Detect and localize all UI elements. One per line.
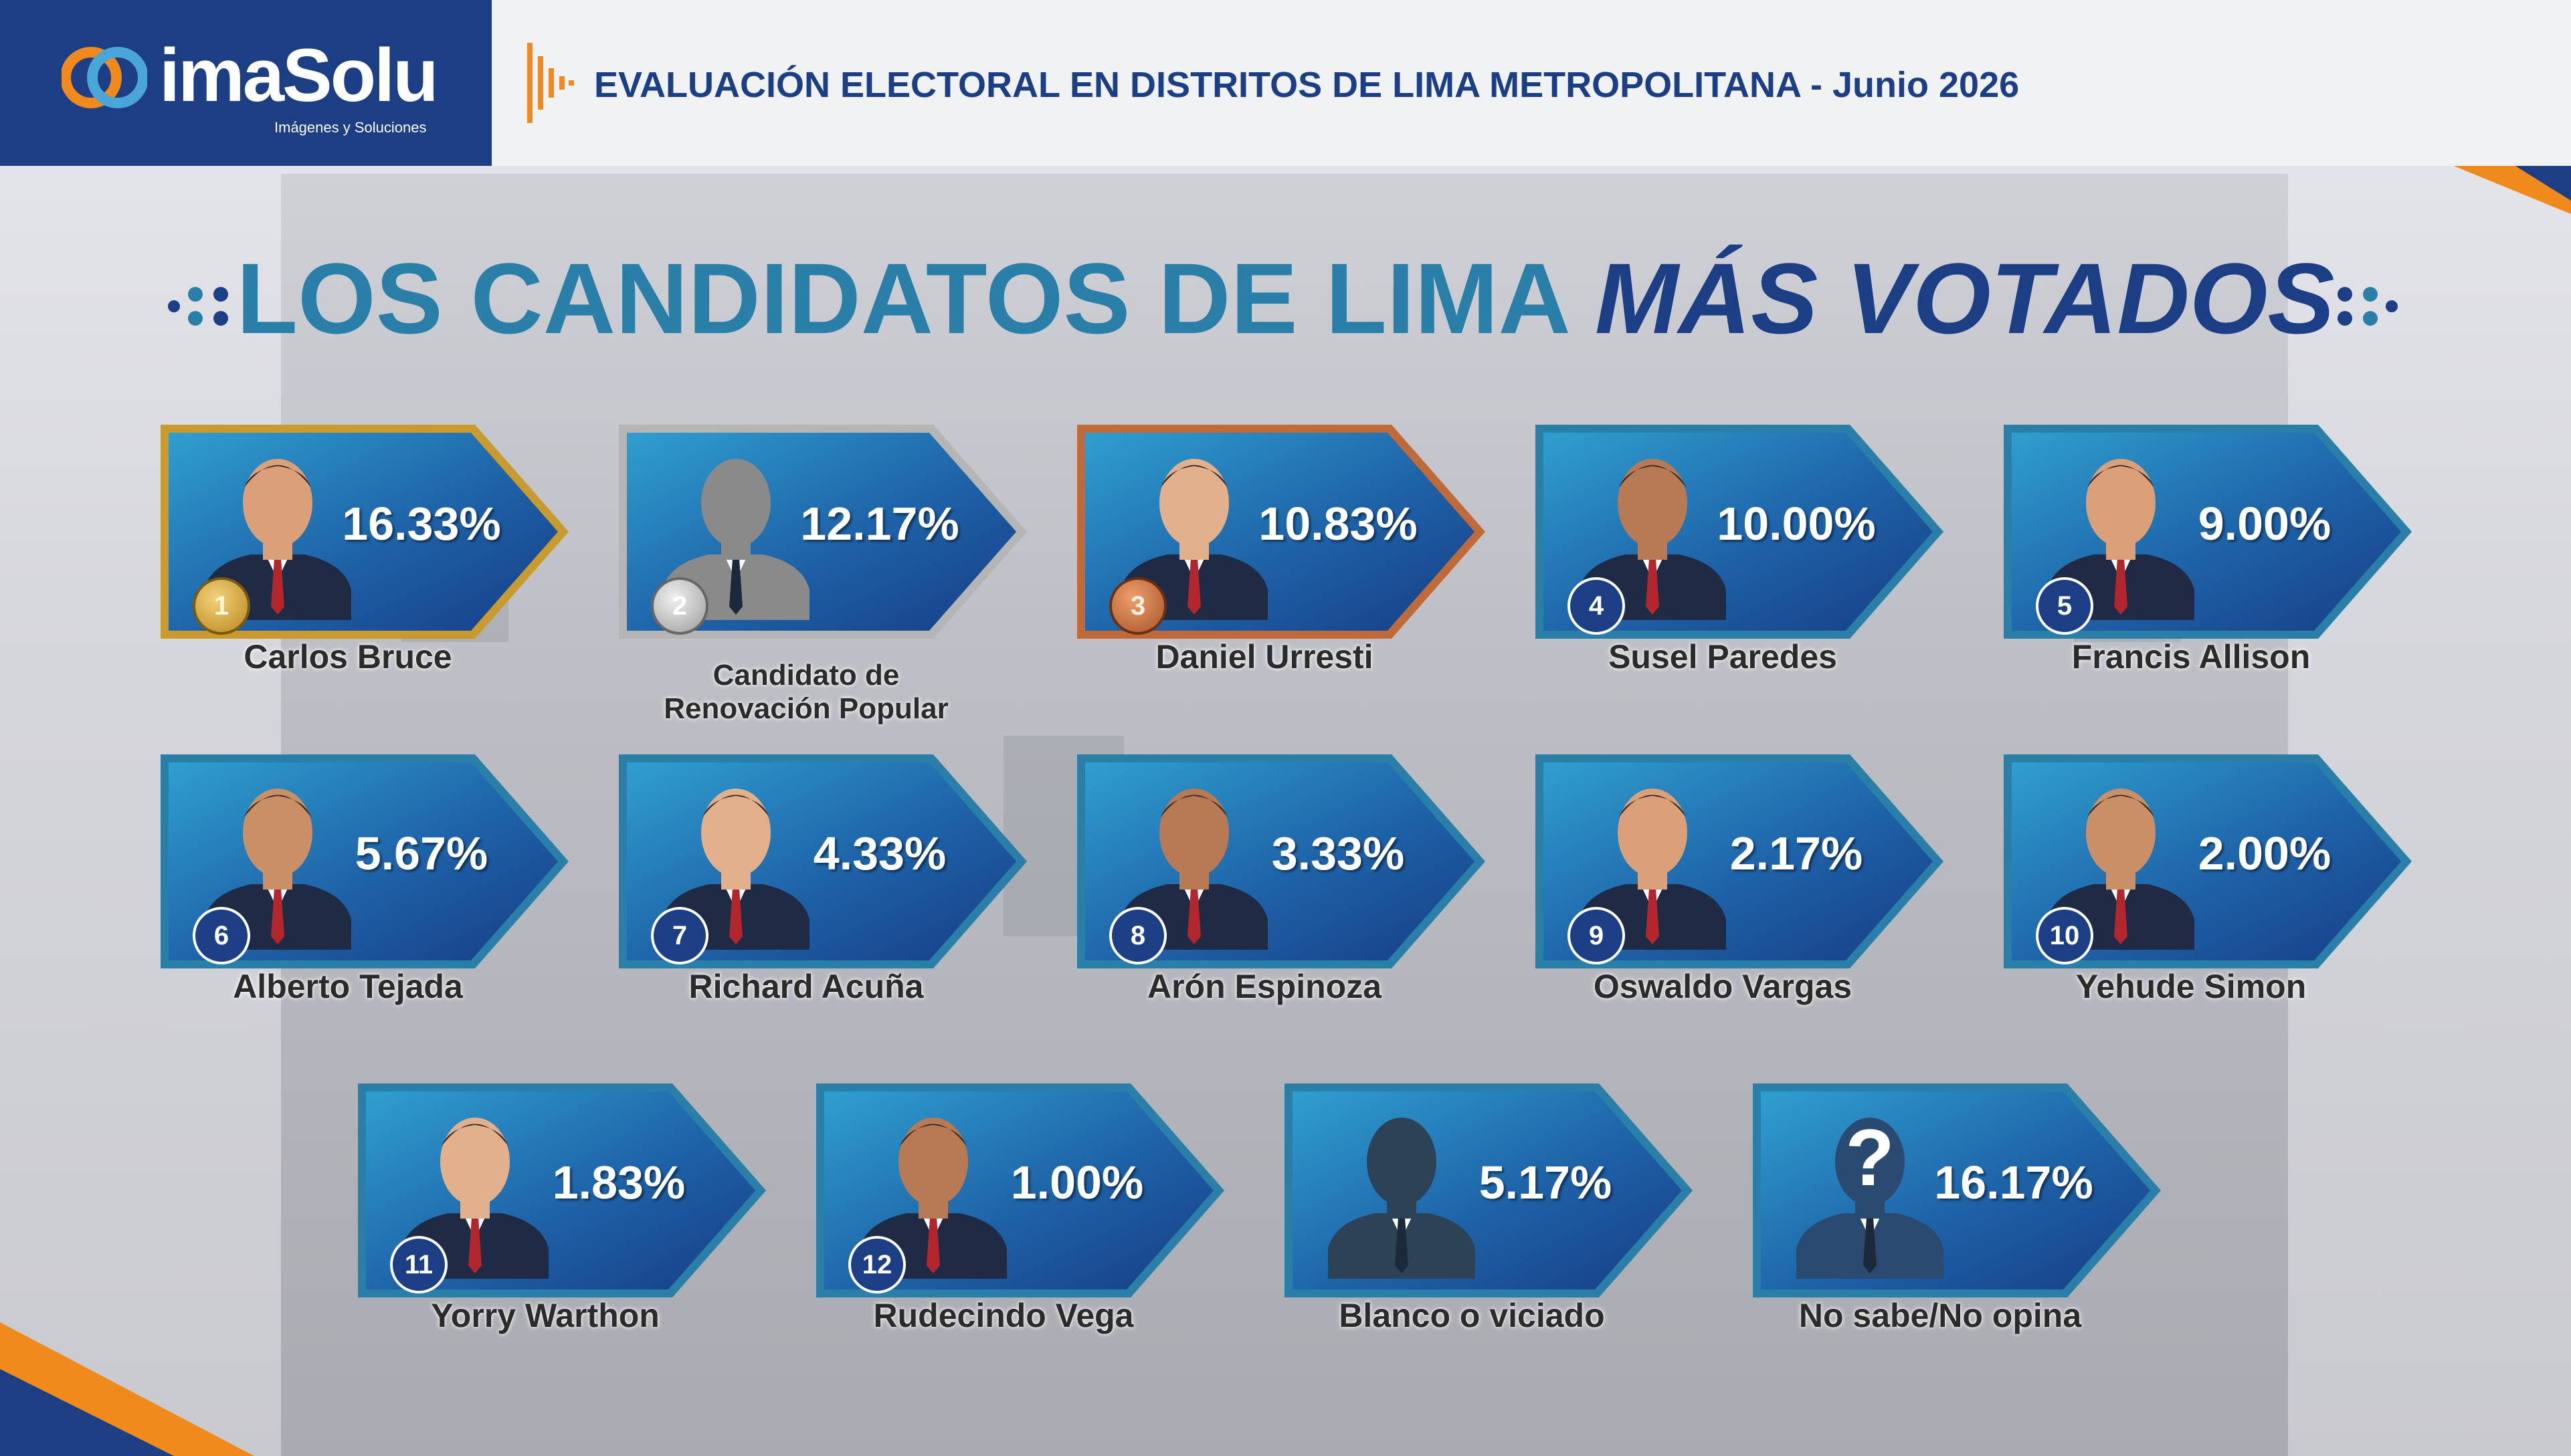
rank-badge: 9 <box>1567 907 1625 964</box>
audio-bars-icon <box>527 43 574 123</box>
percentage-label: 2.17% <box>1729 827 1863 879</box>
candidate-card: 16.33% 1 Carlos Bruce <box>161 425 569 692</box>
orange-corner-decoration <box>0 1322 254 1456</box>
percentage-label: 4.33% <box>813 827 947 879</box>
percentage-label: 12.17% <box>800 498 959 550</box>
percentage-label: 5.17% <box>1479 1156 1612 1209</box>
brand-tagline: Imágenes y Soluciones <box>274 119 427 136</box>
candidate-card: 5.67% 6 Alberto Tejada <box>161 754 569 1022</box>
percentage-label: 10.83% <box>1258 498 1418 550</box>
candidate-card: 4.33% 7 Richard Acuña <box>619 754 1027 1022</box>
candidate-name: Alberto Tejada <box>233 968 463 1005</box>
candidate-name: Yehude Simon <box>2075 968 2307 1005</box>
candidate-card: 12.17% 2 Candidato de Renovación Popular <box>619 425 1027 725</box>
percentage-label: 16.33% <box>342 498 501 550</box>
logo-icon <box>62 47 147 108</box>
person-silhouette-icon <box>1328 1118 1475 1279</box>
medal-icon: 3 <box>1109 577 1167 635</box>
candidate-photo <box>204 459 351 620</box>
percentage-label: 3.33% <box>1271 827 1405 879</box>
rank-badge: 6 <box>193 907 250 964</box>
logo-panel: imaSolu Imágenes y Soluciones <box>0 0 492 166</box>
percentage-label: 1.00% <box>1010 1156 1144 1209</box>
percentage-label: 5.67% <box>355 827 488 879</box>
candidate-name: Daniel Urresti <box>1155 638 1373 675</box>
candidate-name: Blanco o viciado <box>1339 1297 1605 1334</box>
candidate-name: Candidato de Renovación Popular <box>664 659 949 725</box>
main-title-part-b: MÁS VOTADOS <box>1594 242 2335 354</box>
candidate-card: 2.00% 10 Yehude Simon <box>2004 754 2412 1022</box>
header-bar: imaSolu Imágenes y Soluciones EVALUACIÓN… <box>0 0 2571 166</box>
dots-left-decoration <box>168 287 228 326</box>
medal-icon: 1 <box>193 577 250 635</box>
candidate-card: ? 16.17% No sabe/No opina <box>1753 1083 2161 1351</box>
candidate-name: Oswaldo Vargas <box>1593 968 1852 1005</box>
rank-badge: 11 <box>390 1236 448 1293</box>
candidate-card: 3.33% 8 Arón Espinoza <box>1077 754 1485 1022</box>
percentage-label: 1.83% <box>552 1156 686 1209</box>
candidate-card: 10.00% 4 Susel Paredes <box>1535 425 1943 692</box>
rank-badge: 7 <box>651 907 708 964</box>
brand-name: imaSolu <box>159 33 439 117</box>
medal-icon: 2 <box>651 577 708 635</box>
percentage-label: 10.00% <box>1717 498 1876 550</box>
candidate-card: 9.00% 5 Francis Allison <box>2004 425 2412 692</box>
candidate-card: 1.83% 11 Yorry Warthon <box>358 1083 766 1351</box>
percentage-label: 9.00% <box>2198 498 2331 550</box>
main-title: LOS CANDIDATOS DE LIMA MÁS VOTADOS <box>0 241 2571 356</box>
candidate-name: Arón Espinoza <box>1147 968 1382 1005</box>
candidate-name: No sabe/No opina <box>1798 1297 2082 1334</box>
candidate-name: Yorry Warthon <box>431 1297 660 1334</box>
rank-badge: 8 <box>1109 907 1167 964</box>
rank-badge: 10 <box>2036 907 2093 964</box>
rank-badge: 12 <box>848 1236 906 1293</box>
svg-text:?: ? <box>1845 1113 1894 1203</box>
candidate-card: 5.17% Blanco o viciado <box>1284 1083 1693 1351</box>
candidate-name: Susel Paredes <box>1608 638 1837 675</box>
rank-badge: 5 <box>2036 577 2093 635</box>
rank-badge: 4 <box>1567 577 1625 635</box>
candidate-name: Rudecindo Vega <box>873 1297 1134 1334</box>
candidate-name: Richard Acuña <box>688 968 924 1005</box>
candidate-name: Carlos Bruce <box>244 638 452 675</box>
percentage-label: 16.17% <box>1934 1156 2093 1209</box>
candidate-card: 10.83% 3 Daniel Urresti <box>1077 425 1485 692</box>
main-title-part-a: LOS CANDIDATOS DE LIMA <box>236 242 1595 354</box>
header-title: EVALUACIÓN ELECTORAL EN DISTRITOS DE LIM… <box>594 65 2020 105</box>
candidate-card: 2.17% 9 Oswaldo Vargas <box>1535 754 1943 1022</box>
candidate-name: Francis Allison <box>2071 638 2311 675</box>
candidate-card: 1.00% 12 Rudecindo Vega <box>816 1083 1224 1351</box>
percentage-label: 2.00% <box>2198 827 2331 879</box>
question-person-silhouette-icon: ? <box>1796 1113 1943 1279</box>
dots-right-decoration <box>2338 287 2398 326</box>
